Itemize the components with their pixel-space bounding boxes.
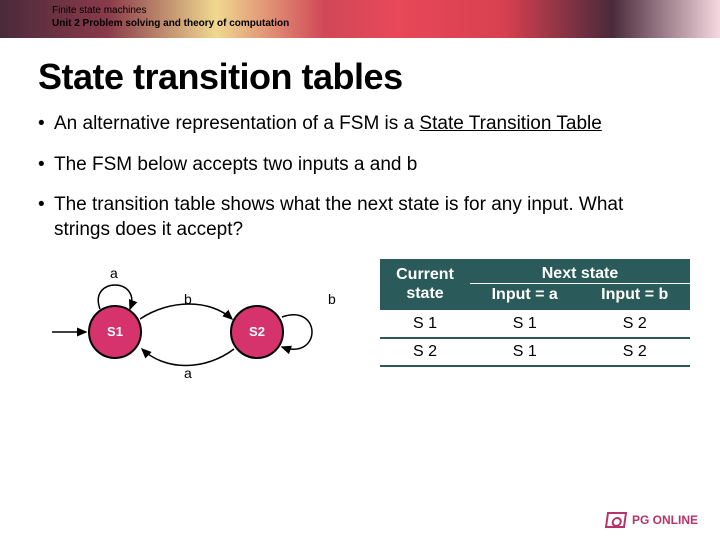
bullet-marker: • (38, 112, 54, 137)
page-title: State transition tables (38, 56, 720, 98)
table-row: S 2 S 1 S 2 (380, 338, 690, 366)
edge-label-b-right: b (328, 291, 336, 307)
table-row: S 1 S 1 S 2 (380, 310, 690, 338)
content-row: S1 S2 a b a b Current state Next state I… (0, 259, 720, 389)
banner-line1: Finite state machines (52, 4, 289, 17)
bullet-marker: • (38, 193, 54, 242)
bullet-item: • An alternative representation of a FSM… (38, 112, 680, 137)
bullet-text: An alternative representation of a FSM i… (54, 112, 680, 137)
bullet-text: The FSM below accepts two inputs a and b (54, 153, 680, 178)
bullet-item: • The FSM below accepts two inputs a and… (38, 153, 680, 178)
edge-label-a-s1: a (110, 265, 118, 281)
cell-current: S 1 (380, 310, 470, 338)
table-header-row: Current state Next state (380, 259, 690, 284)
cell-b: S 2 (579, 338, 690, 366)
col-input-b: Input = b (579, 283, 690, 310)
brand-icon (605, 512, 627, 528)
brand-text: PG ONLINE (632, 513, 698, 527)
cell-a: S 1 (470, 310, 579, 338)
cell-a: S 1 (470, 338, 579, 366)
edge-label-a-bottom: a (184, 365, 192, 381)
bullet-text: The transition table shows what the next… (54, 193, 680, 242)
header-banner: Finite state machines Unit 2 Problem sol… (0, 0, 720, 38)
transition-table-wrap: Current state Next state Input = a Input… (380, 259, 690, 389)
transition-table: Current state Next state Input = a Input… (380, 259, 690, 367)
bullet-marker: • (38, 153, 54, 178)
fsm-diagram: S1 S2 a b a b (40, 259, 360, 389)
state-s2: S2 (230, 305, 284, 359)
cell-b: S 2 (579, 310, 690, 338)
banner-text: Finite state machines Unit 2 Problem sol… (52, 4, 289, 30)
footer-brand: PG ONLINE (606, 512, 698, 528)
state-s1: S1 (88, 305, 142, 359)
bullet-item: • The transition table shows what the ne… (38, 193, 680, 242)
col-current: Current state (380, 259, 470, 311)
edge-label-b-mid: b (184, 291, 192, 307)
col-next-group: Next state (470, 259, 690, 284)
bullet-list: • An alternative representation of a FSM… (38, 112, 680, 243)
col-input-a: Input = a (470, 283, 579, 310)
cell-current: S 2 (380, 338, 470, 366)
banner-line2: Unit 2 Problem solving and theory of com… (52, 17, 289, 30)
